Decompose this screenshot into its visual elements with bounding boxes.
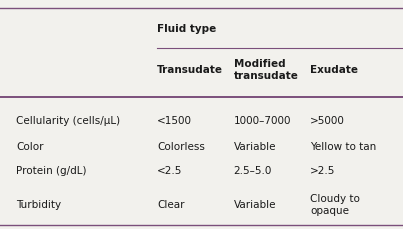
Text: Variable: Variable — [234, 142, 276, 152]
Text: Color: Color — [16, 142, 44, 152]
Text: >2.5: >2.5 — [310, 166, 336, 176]
Text: 1000–7000: 1000–7000 — [234, 116, 291, 126]
Text: <2.5: <2.5 — [157, 166, 183, 176]
Text: Yellow to tan: Yellow to tan — [310, 142, 376, 152]
Text: 2.5–5.0: 2.5–5.0 — [234, 166, 272, 176]
Text: Cellularity (cells/μL): Cellularity (cells/μL) — [16, 116, 120, 126]
Text: Clear: Clear — [157, 200, 185, 210]
Text: Protein (g/dL): Protein (g/dL) — [16, 166, 87, 176]
Text: Modified
transudate: Modified transudate — [234, 59, 299, 81]
Text: Transudate: Transudate — [157, 65, 223, 75]
Text: >5000: >5000 — [310, 116, 345, 126]
Text: Exudate: Exudate — [310, 65, 358, 75]
Text: Colorless: Colorless — [157, 142, 205, 152]
Text: Turbidity: Turbidity — [16, 200, 61, 210]
Text: <1500: <1500 — [157, 116, 192, 126]
Text: Cloudy to
opaque: Cloudy to opaque — [310, 194, 360, 216]
Text: Fluid type: Fluid type — [157, 24, 216, 34]
Text: Variable: Variable — [234, 200, 276, 210]
